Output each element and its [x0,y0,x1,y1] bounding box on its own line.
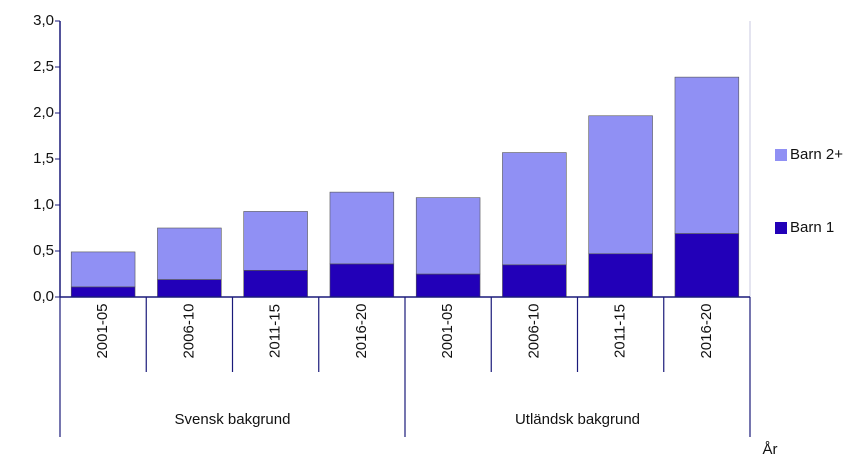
x-tick-label: 2001-05 [439,303,456,358]
bar-segment [70,251,136,288]
bar-segment [588,115,653,255]
y-tick-label: 0,0 [33,288,54,305]
legend-swatch [775,222,787,234]
y-tick-label: 1,0 [33,196,54,213]
y-tick-label: 2,0 [33,104,54,121]
x-tick-label: 2011-15 [267,304,284,358]
bar-segment [243,211,308,271]
x-tick-label: 2006-10 [180,303,197,358]
bar-segment [243,270,308,298]
bar-segment [329,263,395,298]
y-tick-label: 0,5 [33,242,54,259]
x-tick-label: 2016-20 [698,303,715,358]
bar-segment [674,233,740,298]
bar-segment [70,286,136,298]
y-tick-label: 3,0 [33,12,54,29]
legend-label: Barn 1 [790,219,834,236]
x-tick-label: 2011-15 [612,304,629,358]
group-label: Svensk bakgrund [175,411,291,428]
bar-segment [502,264,567,298]
bar-segment [415,197,481,275]
x-tick-label: 2016-20 [353,303,370,358]
bar-segment [674,76,740,234]
x-tick-label: 2006-10 [525,303,542,358]
bar-segment [502,152,567,266]
bar-segment [588,253,653,298]
bar-segment [157,279,222,298]
y-tick-label: 2,5 [33,58,54,75]
x-axis-label: År [763,441,778,458]
bar-segment [415,273,481,298]
bar-segment [329,191,395,265]
legend-swatch [775,149,787,161]
legend-label: Barn 2+ [790,146,843,163]
x-tick-label: 2001-05 [94,303,111,358]
group-label: Utländsk bakgrund [515,411,640,428]
y-tick-label: 1,5 [33,150,54,167]
bar-segment [157,227,222,280]
